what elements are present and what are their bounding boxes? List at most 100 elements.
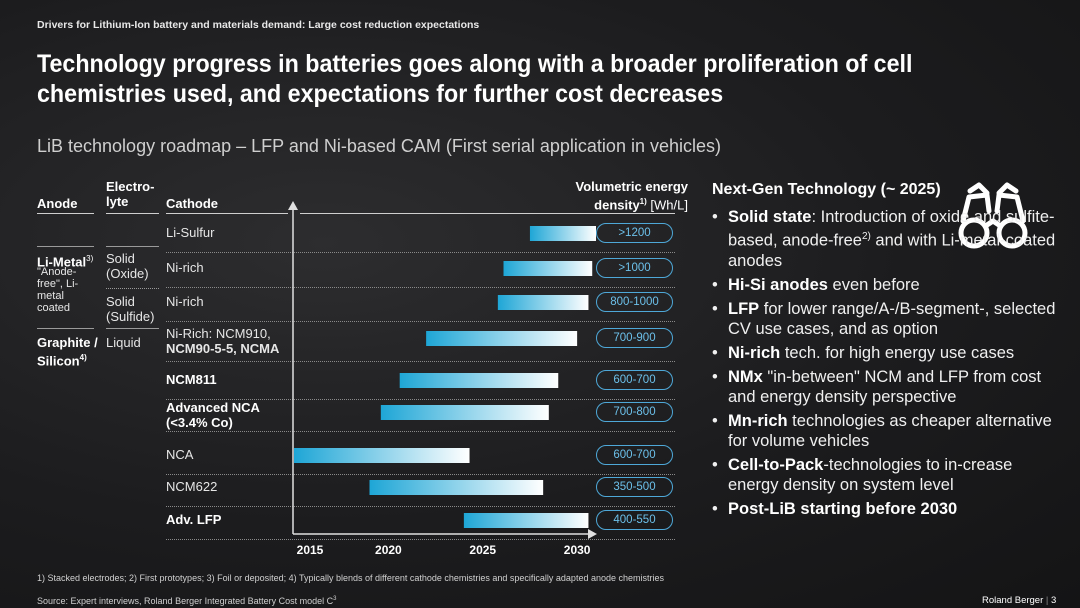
bullet-bold: Cell-to-Pack [728, 455, 824, 474]
bullet-bold: Mn-rich [728, 411, 788, 430]
timeline-bar [426, 331, 578, 346]
bullet-text: for lower range/A-/B-segment-, selected … [728, 299, 1056, 338]
next-gen-bullet: NMx "in-between" NCM and LFP from cost a… [712, 367, 1057, 407]
row-separator [166, 431, 675, 432]
anode-graphite-sup: 4) [79, 353, 87, 362]
next-gen-bullets: Solid state: Introduction of oxide and s… [712, 207, 1057, 523]
row-separator [166, 474, 675, 475]
y-axis-arrow [288, 201, 298, 210]
bullet-text: technologies as cheaper alternative for … [728, 411, 1052, 450]
section-divider [106, 288, 159, 289]
header-density: Volumetric energy density1) [Wh/L] [560, 179, 688, 212]
anode-li-metal-note: "Anode-free", Li-metal coated [37, 266, 79, 314]
x-axis-arrow [588, 529, 597, 539]
header-density-label: Volumetric energy density [575, 179, 688, 213]
cathode-label-line: NCM811 [166, 372, 217, 387]
footnotes: 1) Stacked electrodes; 2) First prototyp… [37, 573, 664, 583]
density-pill: 800-1000 [596, 292, 673, 312]
x-tick-label: 2030 [564, 543, 591, 557]
brand-name: Roland Berger [982, 595, 1044, 606]
row-separator [166, 321, 675, 322]
density-pill: >1200 [596, 223, 673, 243]
section-divider [106, 328, 159, 329]
cathode-label-line: Ni-Rich: NCM910, [166, 326, 271, 341]
source-note: Source: Expert interviews, Roland Berger… [37, 596, 336, 606]
cathode-label-line: Li-Sulfur [166, 225, 215, 240]
density-pill: 700-800 [596, 402, 673, 422]
density-pill: 700-900 [596, 328, 673, 348]
row-separator [166, 361, 675, 362]
page-title: Technology progress in batteries goes al… [37, 50, 913, 108]
cathode-label-line: (<3.4% Co) [166, 415, 233, 430]
header-cathode: Cathode [166, 196, 218, 211]
bullet-text: -technologies to in-crease energy densit… [728, 455, 1013, 494]
bullet-bold: LFP [728, 299, 760, 318]
next-gen-bullet: LFP for lower range/A-/B-segment-, selec… [712, 299, 1057, 339]
next-gen-bullet: Ni-rich tech. for high energy use cases [712, 343, 1057, 363]
section-divider [37, 328, 94, 329]
next-gen-title: Next-Gen Technology (~ 2025) [712, 181, 941, 198]
cathode-label-line: Adv. LFP [166, 512, 222, 527]
anode-li-metal-label: Li-Metal [37, 254, 87, 270]
bullet-bold: Ni-rich [728, 343, 781, 362]
section-divider [37, 246, 94, 247]
row-separator [166, 252, 675, 253]
cathode-label: Li-Sulfur [166, 225, 291, 240]
row-separator [166, 399, 675, 400]
next-gen-bullet: Post-LiB starting before 2030 [712, 499, 1057, 519]
density-pill: 350-500 [596, 477, 673, 497]
cathode-label: Advanced NCA (<3.4% Co) [166, 400, 291, 430]
cathode-label: NCM622 [166, 479, 291, 494]
timeline-bar [399, 373, 559, 388]
cathode-label: NCA [166, 447, 291, 462]
bullet-bold: Post-LiB starting before 2030 [728, 499, 958, 518]
bullet-text: tech. for high energy use cases [780, 343, 1015, 362]
anode-graphite: Graphite / Silicon4) [37, 335, 99, 368]
next-gen-bullet: Hi-Si anodes even before [712, 275, 1057, 295]
source-sup: 3 [333, 596, 337, 602]
anode-li-metal-sup: 3) [86, 254, 94, 263]
header-underline [166, 213, 288, 214]
cathode-label: Ni-Rich: NCM910, NCM90-5-5, NCMA [166, 326, 291, 356]
section-divider [106, 246, 159, 247]
header-anode: Anode [37, 196, 78, 211]
bullet-bold: Solid state [728, 208, 812, 226]
next-gen-bullet: Mn-rich technologies as cheaper alternat… [712, 411, 1057, 451]
row-separator [166, 539, 675, 540]
timeline-bar [503, 261, 593, 276]
bullet-bold: NMx [728, 367, 763, 386]
cathode-label-line: Ni-rich [166, 294, 204, 309]
cathode-label: Ni-rich [166, 260, 291, 275]
bullet-text: even before [827, 275, 920, 294]
bullet-text: "in-between" NCM and LFP from cost and e… [728, 367, 1042, 406]
brand-footer: Roland Berger | 3 [982, 595, 1056, 606]
cathode-label-line: Advanced NCA [166, 400, 260, 415]
header-density-unit: [Wh/L] [650, 197, 688, 213]
brand-separator: | [1045, 595, 1049, 606]
source-text: Source: Expert interviews, Roland Berger… [37, 596, 334, 606]
density-pill: 400-550 [596, 510, 673, 530]
timeline-bar [369, 480, 544, 495]
row-separator [166, 506, 675, 507]
density-pill: 600-700 [596, 445, 673, 465]
header-electrolyte: Electro-lyte [106, 179, 155, 209]
timeline-bar [463, 513, 589, 528]
anode-li-metal: Li-Metal3) [37, 251, 93, 269]
timeline-bar [294, 448, 470, 463]
timeline-bar [380, 405, 549, 420]
timeline-bar [497, 295, 589, 310]
timeline-bar [529, 226, 596, 241]
page-number: 3 [1051, 595, 1057, 606]
x-tick-label: 2025 [469, 543, 496, 557]
bullet-text: : Introduction of oxide and sulfite-base… [728, 208, 1055, 250]
header-underline [37, 213, 94, 214]
row-separator [166, 287, 675, 288]
cathode-label-line: NCM622 [166, 479, 218, 494]
subtitle: LiB technology roadmap – LFP and Ni-base… [37, 136, 721, 156]
cathode-label: Adv. LFP [166, 512, 291, 527]
anode-graphite-label: Graphite / Silicon [37, 335, 98, 369]
density-pill: >1000 [596, 258, 673, 278]
density-pill: 600-700 [596, 370, 673, 390]
cathode-label-line: NCA [166, 447, 194, 462]
